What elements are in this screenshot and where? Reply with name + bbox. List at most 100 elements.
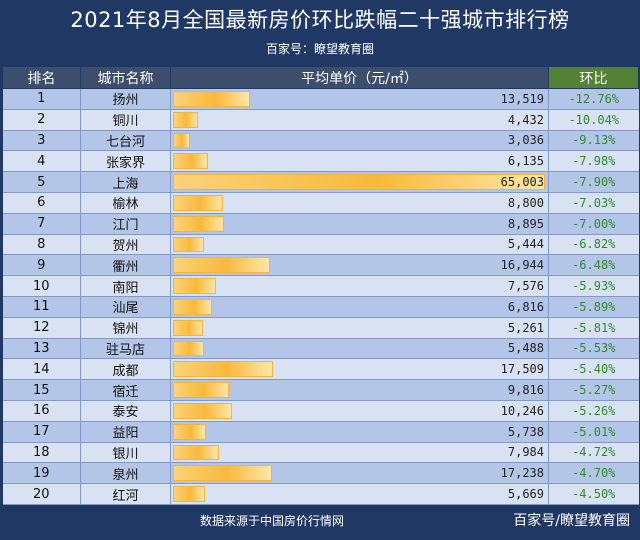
ranking-table: 排名 城市名称 平均单价（元/㎡） 环比 1 扬州 13,519 -12.76% 2 铜川… — [2, 66, 639, 505]
table-row: 10 南阳 7,576 -5.93% — [2, 275, 639, 297]
table-row: 7 江门 8,895 -7.00% — [2, 212, 639, 235]
price-cell: 6,816 — [170, 295, 549, 318]
price-bar — [173, 298, 212, 315]
rank-cell: 11 — [2, 295, 81, 318]
change-cell: -7.90% — [548, 171, 639, 193]
rank-cell: 13 — [2, 337, 81, 360]
change-cell: -9.13% — [548, 129, 639, 152]
header-price: 平均单价（元/㎡） — [170, 66, 549, 89]
brand-watermark: 百家号/瞭望教育圈 — [513, 513, 630, 529]
city-cell: 衢州 — [80, 254, 171, 277]
city-cell: 成都 — [80, 358, 171, 381]
rank-cell: 14 — [2, 358, 81, 381]
price-bar — [173, 319, 204, 336]
rank-cell: 12 — [2, 316, 81, 339]
price-cell: 7,984 — [170, 441, 549, 464]
price-bar — [173, 91, 251, 107]
price-bar — [173, 423, 206, 440]
city-cell: 铜川 — [80, 108, 171, 131]
rank-cell: 8 — [2, 233, 81, 256]
price-cell: 8,895 — [170, 212, 549, 235]
price-bar — [173, 402, 232, 419]
chart-subtitle: 百家号：瞭望教育圈 — [265, 42, 374, 56]
price-value-label: 7,576 — [507, 279, 544, 294]
price-bar — [173, 257, 270, 274]
change-cell: -7.98% — [548, 150, 639, 173]
price-cell: 5,444 — [170, 233, 549, 256]
table-row: 5 上海 65,003 -7.90% — [2, 171, 639, 193]
header-change: 环比 — [548, 66, 639, 89]
change-cell: -7.00% — [548, 212, 639, 235]
rank-cell: 17 — [2, 420, 81, 443]
city-cell: 锦州 — [80, 316, 171, 339]
change-cell: -4.70% — [548, 462, 639, 485]
change-cell: -4.72% — [548, 441, 639, 464]
rank-cell: 15 — [2, 379, 81, 401]
rank-cell: 10 — [2, 275, 81, 297]
price-value-label: 17,238 — [500, 466, 544, 481]
table-row: 18 银川 7,984 -4.72% — [2, 441, 639, 464]
table-row: 15 宿迁 9,816 -5.27% — [2, 379, 639, 401]
price-bar — [173, 236, 205, 253]
table-row: 2 铜川 4,432 -10.04% — [2, 108, 639, 131]
table-row: 13 驻马店 5,488 -5.53% — [2, 337, 639, 360]
rank-cell: 18 — [2, 441, 81, 464]
table-row: 9 衢州 16,944 -6.48% — [2, 254, 639, 277]
price-value-label: 4,432 — [507, 112, 544, 127]
price-bar — [173, 111, 199, 128]
price-value-label: 65,003 — [500, 175, 544, 190]
change-cell: -6.82% — [548, 233, 639, 256]
table-body: 1 扬州 13,519 -12.76% 2 铜川 4,432 -10.04% 3 七台河 3,036… — [2, 88, 639, 505]
price-cell: 7,576 — [170, 275, 549, 297]
rank-cell: 9 — [2, 254, 81, 277]
city-cell: 益阳 — [80, 420, 171, 443]
rank-cell: 7 — [2, 212, 81, 235]
table-row: 6 榆林 8,800 -7.03% — [2, 191, 639, 214]
rank-cell: 20 — [2, 483, 81, 505]
price-bar — [173, 340, 205, 357]
header-city: 城市名称 — [80, 66, 171, 89]
city-cell: 银川 — [80, 441, 171, 464]
price-cell: 9,816 — [170, 379, 549, 401]
price-value-label: 3,036 — [507, 133, 544, 148]
price-value-label: 5,488 — [507, 341, 544, 356]
price-bar — [173, 465, 272, 482]
table-row: 8 贺州 5,444 -6.82% — [2, 233, 639, 256]
city-cell: 张家界 — [80, 150, 171, 173]
price-cell: 17,238 — [170, 462, 549, 485]
price-bar — [173, 174, 545, 190]
price-cell: 65,003 — [170, 171, 549, 193]
city-cell: 泉州 — [80, 462, 171, 485]
city-cell: 七台河 — [80, 129, 171, 152]
data-source-note: 数据来源于中国房价行情网 — [200, 514, 345, 528]
table-row: 19 泉州 17,238 -4.70% — [2, 462, 639, 485]
price-bar — [173, 361, 274, 378]
price-value-label: 10,246 — [500, 403, 544, 418]
price-cell: 10,246 — [170, 399, 549, 422]
price-cell: 5,488 — [170, 337, 549, 360]
city-cell: 宿迁 — [80, 379, 171, 401]
price-value-label: 8,800 — [507, 195, 544, 210]
price-cell: 5,261 — [170, 316, 549, 339]
change-cell: -5.93% — [548, 275, 639, 297]
price-cell: 6,135 — [170, 150, 549, 173]
price-bar — [173, 132, 191, 149]
change-cell: -12.76% — [548, 88, 639, 110]
change-cell: -5.81% — [548, 316, 639, 339]
city-cell: 南阳 — [80, 275, 171, 297]
price-bar — [173, 486, 206, 502]
price-value-label: 6,816 — [507, 299, 544, 314]
price-cell: 4,432 — [170, 108, 549, 131]
city-cell: 贺州 — [80, 233, 171, 256]
header-rank: 排名 — [2, 66, 81, 89]
price-cell: 13,519 — [170, 88, 549, 110]
rank-cell: 3 — [2, 129, 81, 152]
price-value-label: 5,261 — [507, 320, 544, 335]
city-cell: 汕尾 — [80, 295, 171, 318]
table-row: 16 泰安 10,246 -5.26% — [2, 399, 639, 422]
table-row: 14 成都 17,509 -5.40% — [2, 358, 639, 381]
table-row: 3 七台河 3,036 -9.13% — [2, 129, 639, 152]
price-value-label: 5,444 — [507, 237, 544, 252]
change-cell: -5.27% — [548, 379, 639, 401]
